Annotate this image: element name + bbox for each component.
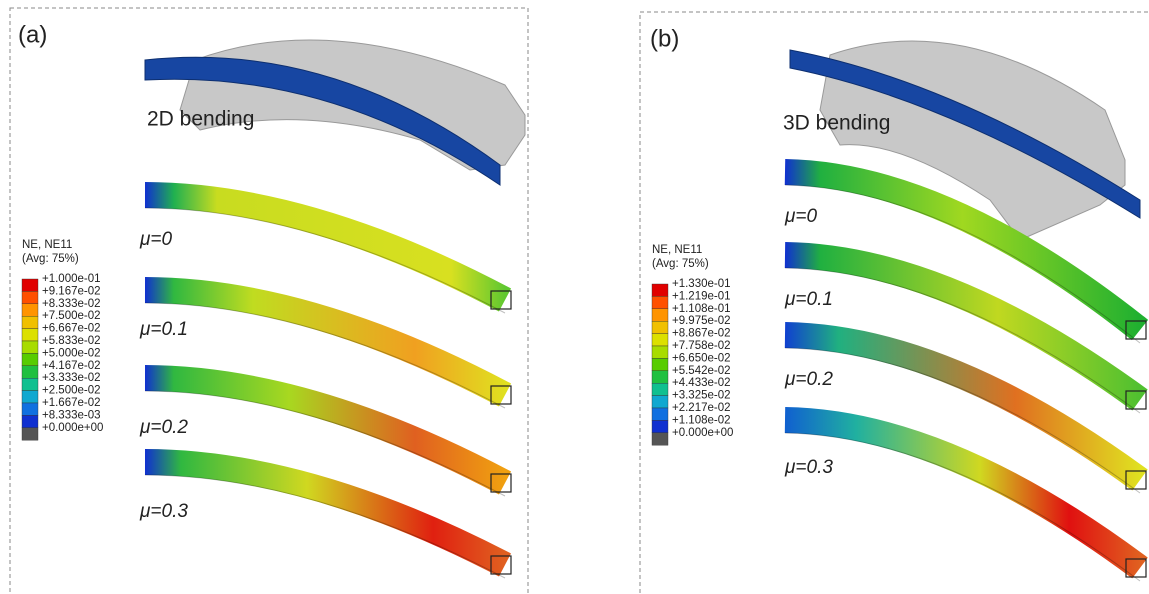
panel-label: (b)	[650, 25, 679, 52]
legend-swatch	[652, 309, 668, 321]
legend-entry: +1.108e-02	[672, 414, 731, 426]
legend-entry: +5.542e-02	[672, 365, 731, 377]
legend-entry: +1.108e-01	[672, 303, 731, 315]
legend-entry: +1.219e-01	[672, 290, 731, 302]
case-label: μ=0.3	[139, 501, 188, 522]
legend-swatch	[652, 420, 668, 432]
legend-swatch	[652, 358, 668, 370]
legend-swatch	[652, 371, 668, 383]
legend-swatch	[652, 284, 668, 296]
legend-entry: +0.000e+00	[672, 427, 733, 439]
legend-swatch	[652, 334, 668, 346]
panel-label: (a)	[18, 21, 47, 48]
legend-entry: +0.000e+00	[42, 422, 103, 434]
case-label: μ=0.3	[784, 457, 833, 478]
case-label: μ=0.2	[139, 417, 188, 438]
panel-title: 3D bending	[783, 112, 890, 135]
legend-swatch	[652, 383, 668, 395]
legend-entry: +5.833e-02	[42, 335, 101, 347]
case-label: μ=0.1	[784, 289, 833, 310]
legend-swatch	[22, 279, 38, 291]
legend-swatch	[22, 391, 38, 403]
legend-entry: +4.167e-02	[42, 360, 101, 372]
legend-subtitle: (Avg: 75%)	[22, 253, 79, 265]
legend-swatch	[652, 346, 668, 358]
legend-swatch	[22, 403, 38, 415]
legend-entry: +2.217e-02	[672, 402, 731, 414]
legend-subtitle: (Avg: 75%)	[652, 258, 709, 270]
legend-title: NE, NE11	[22, 239, 72, 251]
legend-entry: +9.975e-02	[672, 315, 731, 327]
figure: (a) 2D bending (b) 3D bending μ=0μ=0.1μ=…	[0, 0, 1149, 594]
legend-entry: +8.333e-03	[42, 409, 101, 421]
legend-swatch	[22, 415, 38, 427]
legend-swatch	[22, 366, 38, 378]
legend-swatch	[652, 396, 668, 408]
legend-swatch	[22, 329, 38, 341]
legend-entry: +2.500e-02	[42, 385, 101, 397]
legend-title: NE, NE11	[652, 244, 702, 256]
legend-swatch	[22, 304, 38, 316]
legend-swatch	[652, 296, 668, 308]
legend-swatch	[22, 291, 38, 303]
case-label: μ=0.2	[784, 369, 833, 390]
legend-entry: +4.433e-02	[672, 377, 731, 389]
legend-swatch	[22, 428, 38, 440]
legend-entry: +7.500e-02	[42, 310, 101, 322]
legend-entry: +6.650e-02	[672, 352, 731, 364]
legend-swatch	[652, 321, 668, 333]
legend-entry: +5.000e-02	[42, 347, 101, 359]
case-label: μ=0	[139, 229, 173, 250]
legend-swatch	[22, 378, 38, 390]
legend-entry: +8.867e-02	[672, 328, 731, 340]
legend-swatch	[22, 316, 38, 328]
case-label: μ=0.1	[139, 319, 188, 340]
legend-entry: +9.167e-02	[42, 285, 101, 297]
legend-entry: +8.333e-02	[42, 298, 101, 310]
legend-entry: +1.667e-02	[42, 397, 101, 409]
legend-swatch	[652, 408, 668, 420]
panel-title: 2D bending	[147, 108, 254, 131]
legend-swatch	[652, 433, 668, 445]
legend-entry: +3.325e-02	[672, 390, 731, 402]
legend-entry: +1.000e-01	[42, 273, 101, 285]
legend-entry: +6.667e-02	[42, 323, 101, 335]
legend-entry: +1.330e-01	[672, 278, 731, 290]
legend-swatch	[22, 353, 38, 365]
content: μ=0 μ=0.1 μ=0.2 μ=0.3 NE, NE11 (Avg: 75%) +1.0…	[22, 172, 1146, 581]
legend-entry: +3.333e-02	[42, 372, 101, 384]
legend-entry: +7.758e-02	[672, 340, 731, 352]
legend-swatch	[22, 341, 38, 353]
case-label: μ=0	[784, 206, 818, 227]
